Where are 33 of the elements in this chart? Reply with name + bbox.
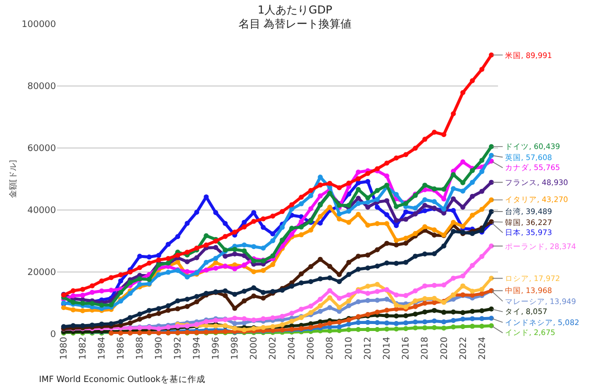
chart-subtitle: 名目 為替レート換算値: [238, 18, 352, 31]
x-tick-label: 2012: [364, 336, 374, 360]
x-tick-label: 2002: [268, 336, 279, 360]
x-tick-label: 2020: [440, 336, 450, 360]
x-tick-label: 2016: [402, 336, 412, 360]
x-tick-label: 1982: [78, 336, 89, 360]
x-tick-label: 2018: [420, 336, 431, 360]
text: IMF World Economic Outlookを基に作成: [39, 374, 206, 384]
y-tick-label: 80000: [27, 82, 56, 92]
x-tick-label: 1990: [154, 336, 165, 360]
x-tick-label: 1992: [174, 336, 184, 360]
x-tick-label: 1980: [60, 336, 70, 360]
x-tick-label: 1996: [212, 336, 222, 360]
y-tick-label: 60000: [27, 144, 56, 154]
y-tick-label: 0: [50, 330, 56, 340]
x-tick-label: 1984: [98, 336, 108, 360]
x-tick-label: 1994: [192, 336, 203, 360]
y-tick-label: 20000: [27, 268, 56, 278]
y-tick-label: 40000: [27, 206, 56, 216]
x-tick-label: 2008: [326, 336, 336, 360]
x-tick-label: 2000: [250, 336, 260, 360]
x-tick-label: 2022: [458, 336, 469, 360]
chart-title: 1人あたりGDP: [258, 3, 333, 16]
y-axis-title: 金額[ドル]: [8, 160, 18, 198]
y-tick-label: 100000: [22, 20, 56, 30]
x-tick-label: 2010: [344, 336, 355, 360]
x-tick-label: 1988: [136, 336, 146, 360]
x-tick-label: 2024: [478, 336, 488, 360]
x-tick-label: 2004: [288, 336, 298, 360]
x-tick-label: 2014: [382, 336, 393, 360]
x-tick-label: 1986: [116, 336, 127, 360]
x-tick-label: 2006: [306, 336, 317, 360]
x-tick-label: 1998: [230, 336, 241, 360]
